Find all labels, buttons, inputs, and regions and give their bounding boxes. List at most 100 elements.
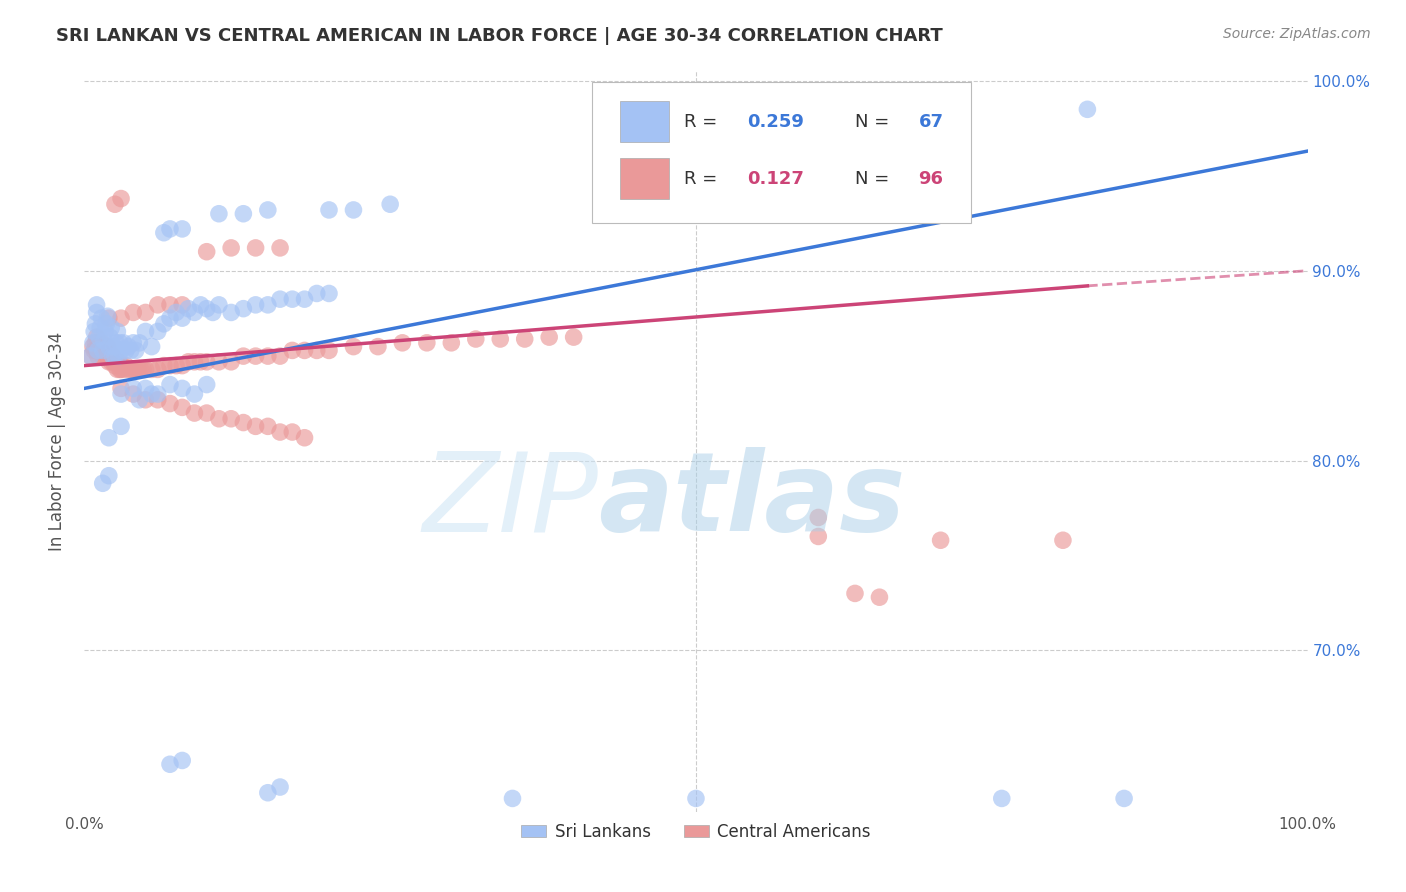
Point — [120, 362, 142, 376]
Point — [132, 362, 155, 376]
Point — [257, 786, 280, 800]
Point — [367, 340, 389, 354]
Point — [232, 301, 254, 316]
Point — [97, 340, 120, 354]
Point — [98, 347, 121, 361]
Point — [294, 343, 316, 358]
Text: R =: R = — [683, 112, 723, 131]
Point — [115, 359, 138, 373]
Point — [464, 332, 486, 346]
Point — [122, 362, 145, 376]
Text: 67: 67 — [918, 112, 943, 131]
Point — [97, 310, 120, 324]
Point — [991, 791, 1014, 805]
Point — [172, 401, 194, 415]
Point — [96, 343, 118, 358]
Point — [281, 343, 304, 358]
Point — [104, 359, 127, 373]
Point — [110, 387, 132, 401]
Bar — [620, 159, 669, 199]
Point — [502, 791, 524, 805]
Text: SRI LANKAN VS CENTRAL AMERICAN IN LABOR FORCE | AGE 30-34 CORRELATION CHART: SRI LANKAN VS CENTRAL AMERICAN IN LABOR … — [56, 27, 943, 45]
Point — [146, 362, 169, 376]
Point — [135, 325, 157, 339]
Point — [513, 332, 536, 346]
Point — [82, 340, 104, 354]
Point — [318, 202, 340, 217]
Point — [86, 298, 108, 312]
Point — [257, 349, 280, 363]
Point — [110, 343, 132, 358]
Point — [172, 311, 194, 326]
Point — [89, 320, 111, 334]
Point — [245, 298, 267, 312]
Point — [257, 202, 280, 217]
Point — [747, 103, 769, 117]
Point — [172, 381, 194, 395]
Point — [127, 362, 149, 376]
Point — [91, 343, 114, 358]
Point — [1076, 103, 1098, 117]
Text: N =: N = — [855, 112, 896, 131]
Point — [107, 355, 129, 369]
Point — [208, 355, 231, 369]
Text: 96: 96 — [918, 169, 943, 187]
Point — [86, 330, 108, 344]
Point — [108, 335, 131, 350]
Point — [93, 334, 115, 348]
Point — [172, 298, 194, 312]
FancyBboxPatch shape — [592, 82, 972, 223]
Point — [232, 349, 254, 363]
Y-axis label: In Labor Force | Age 30-34: In Labor Force | Age 30-34 — [48, 332, 66, 551]
Point — [562, 330, 585, 344]
Point — [807, 529, 830, 543]
Point — [115, 343, 138, 358]
Point — [195, 377, 218, 392]
Point — [97, 355, 120, 369]
Point — [90, 311, 112, 326]
Text: 0.259: 0.259 — [748, 112, 804, 131]
Point — [391, 335, 413, 350]
Point — [146, 387, 169, 401]
Point — [159, 377, 181, 392]
Point — [103, 355, 125, 369]
Point — [79, 349, 101, 363]
Text: 0.127: 0.127 — [748, 169, 804, 187]
Point — [1052, 533, 1074, 548]
Point — [105, 335, 128, 350]
Point — [281, 292, 304, 306]
Point — [177, 355, 200, 369]
Point — [172, 222, 194, 236]
Point — [257, 419, 280, 434]
Point — [869, 591, 891, 605]
Legend: Sri Lankans, Central Americans: Sri Lankans, Central Americans — [515, 816, 877, 847]
Point — [86, 343, 108, 358]
Point — [110, 381, 132, 395]
Point — [159, 311, 181, 326]
Point — [929, 533, 952, 548]
Text: N =: N = — [855, 169, 896, 187]
Point — [183, 355, 205, 369]
Point — [281, 425, 304, 439]
Point — [84, 335, 107, 350]
Point — [1114, 791, 1136, 805]
Point — [104, 349, 127, 363]
Point — [232, 207, 254, 221]
Point — [685, 791, 707, 805]
Point — [172, 359, 194, 373]
Point — [103, 340, 125, 354]
Text: atlas: atlas — [598, 447, 905, 554]
Point — [245, 241, 267, 255]
Point — [97, 340, 120, 354]
Point — [122, 335, 145, 350]
Point — [120, 343, 142, 358]
Point — [172, 754, 194, 768]
Point — [219, 241, 242, 255]
Point — [79, 349, 101, 363]
Point — [107, 349, 129, 363]
Point — [318, 286, 340, 301]
Point — [153, 226, 176, 240]
Point — [125, 343, 148, 358]
Point — [101, 349, 124, 363]
Point — [165, 359, 187, 373]
